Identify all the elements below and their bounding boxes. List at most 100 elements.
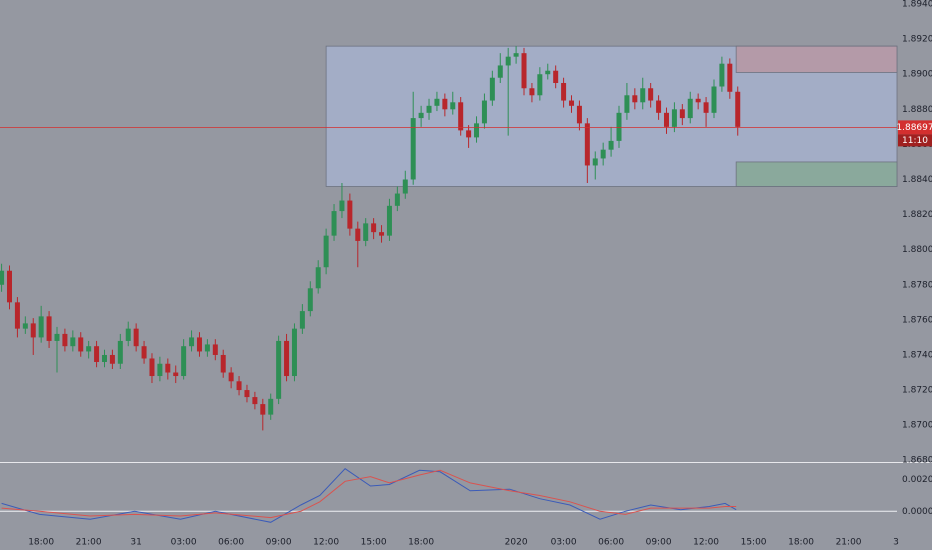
candle-body	[379, 232, 385, 236]
candle-body	[656, 100, 662, 113]
candle-body	[394, 193, 400, 206]
y-tick-label: 1.87600	[902, 315, 932, 325]
candle-body	[315, 267, 321, 289]
candle-body	[458, 102, 464, 131]
candle-body	[521, 53, 527, 89]
x-tick-label: 21:00	[76, 538, 102, 548]
x-tick-label: 21:00	[836, 538, 862, 548]
candle-body	[497, 65, 503, 78]
y-tick-label: 1.86800	[902, 456, 932, 466]
candle-body	[189, 337, 195, 347]
countdown-box	[898, 134, 932, 147]
candle-body	[133, 328, 139, 347]
x-tick-label: 09:00	[646, 538, 672, 548]
candle-body	[553, 70, 559, 83]
candle-body	[252, 397, 258, 405]
candle-body	[14, 302, 20, 329]
x-tick-label: 18:00	[788, 538, 814, 548]
candle-body	[687, 98, 693, 119]
last-price-box	[898, 120, 932, 135]
candle-body	[299, 311, 305, 329]
indicator-line	[1, 468, 737, 523]
x-tick-label: 03:00	[551, 538, 577, 548]
x-tick-label: 06:00	[598, 538, 624, 548]
candle-body	[569, 100, 575, 106]
candle-body	[101, 354, 107, 362]
x-tick-label: 09:00	[266, 538, 292, 548]
candle-body	[173, 372, 179, 377]
candle-body	[648, 88, 654, 101]
candle-body	[402, 179, 408, 194]
indicator-line	[1, 469, 737, 519]
candle-body	[442, 98, 448, 110]
y-tick-label: 1.89000	[902, 70, 932, 80]
candle-body	[474, 123, 480, 138]
candle-body	[584, 123, 590, 166]
candle-body	[624, 95, 630, 113]
x-tick-label: 12:00	[693, 538, 719, 548]
candle-body	[703, 102, 709, 113]
candle-body	[545, 70, 551, 75]
candle-body	[30, 323, 36, 338]
candle-body	[608, 140, 614, 150]
candle-body	[339, 200, 345, 212]
candle-body	[165, 363, 171, 373]
candle-body	[632, 95, 638, 103]
y-tick-label: 1.89200	[902, 35, 932, 45]
y-tick-label: 1.87400	[902, 350, 932, 360]
candle-body	[616, 112, 622, 141]
candle-body	[600, 149, 606, 159]
candle-body	[204, 344, 210, 352]
indicator-tick-label: 0.00000	[902, 507, 932, 517]
candle-body	[284, 340, 290, 377]
candle-body	[331, 211, 337, 236]
candle-body	[529, 88, 535, 96]
candle-body	[94, 346, 100, 362]
candle-body	[22, 323, 28, 329]
candle-body	[727, 63, 733, 92]
candle-body	[679, 109, 685, 119]
zone-rectangle	[735, 161, 898, 187]
candle-body	[141, 346, 147, 359]
candle-body	[671, 109, 677, 127]
candle-body	[62, 333, 68, 347]
candle-body	[426, 105, 432, 113]
candle-body	[711, 86, 717, 113]
x-tick-label: 18:00	[408, 538, 434, 548]
candle-body	[260, 404, 266, 415]
candle-body	[371, 223, 377, 233]
candle-body	[663, 112, 669, 127]
candle-body	[735, 91, 741, 127]
candle-body	[54, 333, 60, 341]
candle-body	[505, 56, 511, 66]
countdown-label: 11:10	[902, 136, 928, 146]
candle-body	[410, 118, 416, 180]
y-tick-label: 1.88800	[902, 105, 932, 115]
candle-body	[276, 340, 282, 399]
candle-body	[46, 316, 52, 341]
y-tick-label: 1.87200	[902, 386, 932, 396]
y-tick-label: 1.88000	[902, 245, 932, 255]
candle-body	[228, 372, 234, 382]
candle-body	[695, 98, 701, 103]
zone-rectangle	[735, 45, 898, 73]
candle-body	[38, 316, 44, 338]
candle-body	[576, 105, 582, 124]
candle-body	[307, 288, 313, 312]
candle-body	[561, 82, 567, 101]
candle-body	[481, 100, 487, 124]
candle-body	[149, 358, 155, 377]
candle-body	[212, 344, 218, 355]
candle-body	[244, 390, 250, 398]
candle-body	[592, 158, 598, 166]
candle-body	[466, 130, 472, 138]
candle-body	[323, 235, 329, 268]
x-tick-label: 18:00	[28, 538, 54, 548]
x-tick-label: 03:00	[171, 538, 197, 548]
x-tick-label: 06:00	[218, 538, 244, 548]
candle-body	[291, 328, 297, 377]
y-tick-label: 1.87000	[902, 421, 932, 431]
